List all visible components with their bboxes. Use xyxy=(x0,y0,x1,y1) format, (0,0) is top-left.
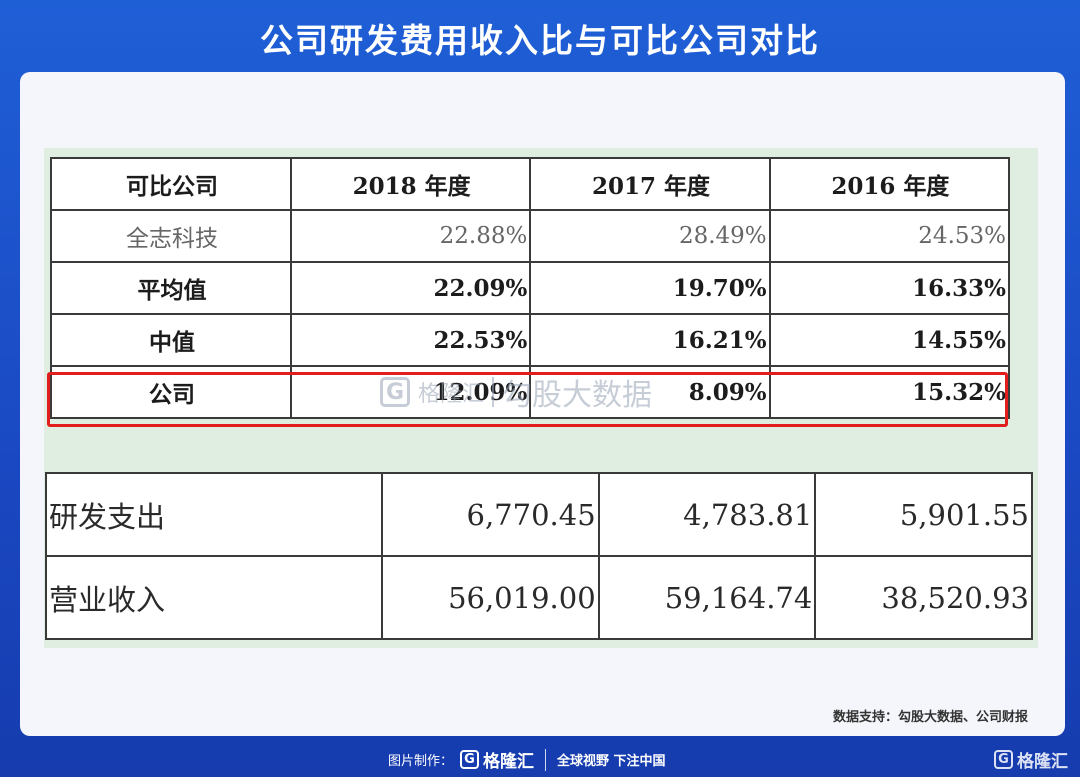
corner-logo-icon: G xyxy=(994,750,1013,769)
row-label: 研发支出 xyxy=(45,472,383,557)
corner-logo: G 格隆汇 xyxy=(994,747,1068,772)
cell-value: 6,770.45 xyxy=(381,472,600,557)
header-company: 可比公司 xyxy=(50,157,292,211)
cell-value: 16.21% xyxy=(529,313,771,367)
header-2017: 2017 年度 xyxy=(529,157,771,211)
row-label: 平均值 xyxy=(50,261,292,315)
cell-value: 22.09% xyxy=(289,261,532,315)
table-row: 全志科技 22.88% 28.49% 24.53% xyxy=(50,209,1011,263)
cell-value: 59,164.74 xyxy=(597,555,817,640)
corner-logo-text: 格隆汇 xyxy=(1017,752,1068,772)
footer-credit: 图片制作： G 格隆汇 全球视野 下注中国 xyxy=(388,747,666,772)
table-row: 中值 22.53% 16.21% 14.55% xyxy=(50,313,1011,367)
table-row: 营业收入 56,019.00 59,164.74 38,520.93 xyxy=(45,555,1033,640)
cell-value: 4,783.81 xyxy=(597,472,817,557)
table-row: 平均值 22.09% 19.70% 16.33% xyxy=(50,261,1011,315)
cell-value: 22.53% xyxy=(289,313,532,367)
row-label: 营业收入 xyxy=(45,555,383,640)
logo-text: 格隆汇 xyxy=(483,752,535,772)
footer-bar: 图片制作： G 格隆汇 全球视野 下注中国 G 格隆汇 xyxy=(0,739,1080,777)
footer-divider xyxy=(545,748,547,771)
cell-value: 19.70% xyxy=(529,261,771,315)
row-label: 中值 xyxy=(50,313,292,367)
cell-value: 16.33% xyxy=(768,261,1011,315)
cell-value: 14.55% xyxy=(768,313,1011,367)
data-source: 数据支持：勾股大数据、公司财报 xyxy=(832,710,1028,725)
row-label: 全志科技 xyxy=(50,209,292,263)
table-header-row: 可比公司 2018 年度 2017 年度 2016 年度 xyxy=(50,157,1011,211)
footer-slogan: 全球视野 下注中国 xyxy=(557,754,666,769)
highlight-box xyxy=(47,372,1008,427)
rd-revenue-table: 研发支出 6,770.45 4,783.81 5,901.55 营业收入 56,… xyxy=(45,472,1033,640)
header-2018: 2018 年度 xyxy=(289,157,532,211)
header-2016: 2016 年度 xyxy=(768,157,1011,211)
page-title: 公司研发费用收入比与可比公司对比 xyxy=(260,21,820,60)
cell-value: 22.88% xyxy=(289,209,532,263)
logo-g-icon: G xyxy=(460,750,480,769)
cell-value: 38,520.93 xyxy=(814,555,1033,640)
cell-value: 24.53% xyxy=(768,209,1011,263)
table-row: 研发支出 6,770.45 4,783.81 5,901.55 xyxy=(45,472,1033,557)
footer-logo: G 格隆汇 xyxy=(460,747,534,772)
cell-value: 56,019.00 xyxy=(381,555,600,640)
credit-label: 图片制作： xyxy=(388,754,454,769)
cell-value: 28.49% xyxy=(529,209,771,263)
cell-value: 5,901.55 xyxy=(814,472,1033,557)
